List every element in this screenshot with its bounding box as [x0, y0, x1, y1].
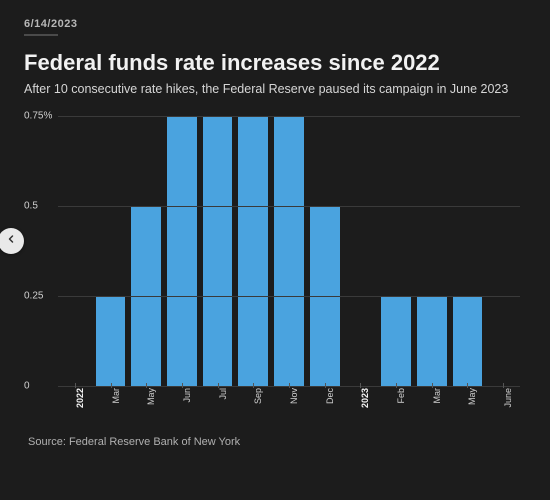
x-label-slot: Jun: [167, 386, 197, 426]
x-axis-label: Jul: [218, 388, 228, 400]
x-axis-year-label: 2023: [360, 388, 370, 408]
x-label-slot: May: [131, 386, 161, 426]
x-axis-label: Mar: [111, 388, 121, 404]
bar-slot: [417, 116, 447, 386]
bar-slot: [167, 116, 197, 386]
plot-area: 00.250.50.75%: [58, 116, 520, 386]
x-axis-label: Feb: [396, 388, 406, 404]
gridline: [58, 296, 520, 297]
bar-slot: [131, 116, 161, 386]
x-axis-label: Jun: [182, 388, 192, 403]
y-axis-tick: 0.5: [24, 201, 54, 212]
x-label-slot: Dec: [310, 386, 340, 426]
x-label-slot: 2022: [60, 386, 90, 426]
bar-slot: [96, 116, 126, 386]
bar-slot: [60, 116, 90, 386]
bar-slot: [488, 116, 518, 386]
bar: [453, 296, 483, 386]
x-label-slot: May: [453, 386, 483, 426]
x-label-slot: June: [488, 386, 518, 426]
x-axis-label: Dec: [325, 388, 335, 404]
bar-slot: [453, 116, 483, 386]
x-label-slot: Mar: [96, 386, 126, 426]
chart-source: Source: Federal Reserve Bank of New York: [28, 436, 526, 448]
chart-date: 6/14/2023: [24, 18, 526, 30]
x-axis-label: May: [146, 388, 156, 405]
bar: [96, 296, 126, 386]
x-axis-label: May: [467, 388, 477, 405]
gridline: [58, 206, 520, 207]
bar: [203, 116, 233, 386]
bar-group: [58, 116, 520, 386]
bar-slot: [203, 116, 233, 386]
y-axis-tick: 0.25: [24, 291, 54, 302]
x-axis-label: Nov: [289, 388, 299, 404]
date-underline: [24, 34, 58, 36]
bar: [238, 116, 268, 386]
chevron-left-icon: [5, 232, 17, 250]
bar: [417, 296, 447, 386]
x-label-slot: Sep: [238, 386, 268, 426]
bar-slot: [310, 116, 340, 386]
bar: [381, 296, 411, 386]
x-axis-label: Mar: [432, 388, 442, 404]
x-label-slot: Jul: [203, 386, 233, 426]
bar-slot: [238, 116, 268, 386]
bar-slot: [274, 116, 304, 386]
chart-title: Federal funds rate increases since 2022: [24, 50, 526, 75]
x-axis-year-label: 2022: [75, 388, 85, 408]
x-label-slot: Feb: [381, 386, 411, 426]
bar: [274, 116, 304, 386]
x-label-slot: 2023: [346, 386, 376, 426]
bar-slot: [346, 116, 376, 386]
x-label-slot: Mar: [417, 386, 447, 426]
y-axis-tick: 0: [24, 381, 54, 392]
chart-area: 00.250.50.75% 2022MarMayJunJulSepNovDec2…: [24, 116, 526, 426]
y-axis-tick: 0.75%: [24, 111, 54, 122]
bar: [167, 116, 197, 386]
x-axis-label: Sep: [253, 388, 263, 404]
x-label-slot: Nov: [274, 386, 304, 426]
gridline: [58, 116, 520, 117]
x-axis-label: June: [503, 388, 513, 408]
x-axis-labels: 2022 Mar May Jun Jul Sep Nov Dec 2023 Feb Mar May Ju…: [58, 386, 520, 426]
chart-subtitle: After 10 consecutive rate hikes, the Fed…: [24, 81, 526, 98]
bar-slot: [381, 116, 411, 386]
